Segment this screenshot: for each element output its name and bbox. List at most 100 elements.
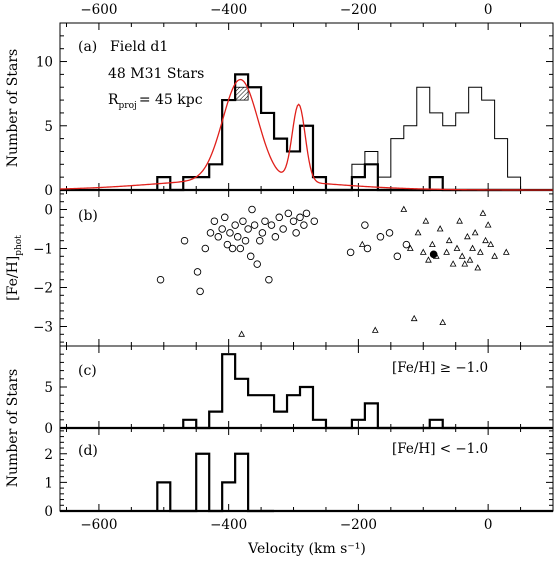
mw-point bbox=[474, 264, 482, 271]
x-tick-label: −400 bbox=[210, 517, 247, 533]
panel-a-star-count: 48 M31 Stars bbox=[108, 66, 204, 82]
mw-point bbox=[358, 240, 366, 247]
m31-point bbox=[361, 221, 369, 229]
top-x-tick-label: −600 bbox=[80, 2, 117, 18]
m31-point bbox=[233, 233, 242, 241]
m31-point bbox=[363, 244, 372, 253]
m31-point bbox=[218, 225, 226, 233]
m31-point bbox=[292, 229, 300, 237]
m31-point bbox=[289, 217, 298, 225]
m31-point bbox=[241, 236, 250, 245]
m31-point bbox=[265, 275, 273, 284]
m31-point bbox=[250, 221, 259, 229]
m31-point bbox=[228, 244, 237, 253]
m31-point bbox=[236, 244, 245, 253]
panel-a-y-axis-label: Number of Stars bbox=[5, 49, 21, 167]
m31-point bbox=[210, 217, 219, 225]
mw-point bbox=[419, 248, 427, 255]
axis-tick-labels: −600 −400 −200 0 −600 −400 −200 0 0 5 10 0 −1 −2 −3 0 5 0… bbox=[33, 2, 492, 533]
m31-point bbox=[267, 221, 276, 229]
m31-point bbox=[275, 213, 284, 222]
panel-b-label: (b) bbox=[78, 208, 98, 224]
y-tick-label: 0 bbox=[44, 203, 53, 219]
m31-point bbox=[248, 205, 256, 214]
m31-point bbox=[196, 287, 204, 296]
panel-a-rproj: Rproj = 45 kpc bbox=[108, 92, 203, 111]
mw-point bbox=[484, 221, 492, 228]
m31-point bbox=[239, 217, 247, 225]
panel-c-plot bbox=[60, 353, 553, 430]
panel-b-y-axis-label: [Fe/H]phot bbox=[5, 235, 24, 301]
m31-point bbox=[244, 225, 252, 233]
m31-point bbox=[296, 213, 304, 222]
y-tick-label: 5 bbox=[44, 119, 53, 135]
mw-point bbox=[436, 225, 444, 232]
y-tick-label: −2 bbox=[33, 281, 53, 297]
mw-point bbox=[425, 256, 432, 263]
y-tick-label: 1 bbox=[44, 475, 53, 491]
mw-point bbox=[414, 229, 422, 236]
mw-point bbox=[400, 205, 408, 212]
mw-point bbox=[487, 240, 495, 247]
mw-point bbox=[458, 252, 466, 259]
panel-a-plot bbox=[59, 73, 554, 192]
gaussian-fit-curve bbox=[59, 78, 554, 191]
m31-point bbox=[261, 217, 269, 225]
m31-point bbox=[258, 229, 267, 237]
panel-c-label: (c) bbox=[78, 363, 97, 379]
filled-point bbox=[429, 250, 438, 259]
m31-point bbox=[201, 244, 210, 253]
mw-point bbox=[456, 217, 463, 224]
panel-d-label: (d) bbox=[78, 443, 98, 459]
panel-d-selection: [Fe/H] < −1.0 bbox=[392, 441, 488, 457]
mw-point bbox=[502, 248, 510, 255]
panel-a-label: (a) bbox=[78, 39, 97, 55]
panel-a-title: Field d1 bbox=[110, 39, 168, 55]
y-tick-label: 5 bbox=[44, 380, 53, 396]
m31-point bbox=[279, 225, 287, 233]
mw-point bbox=[422, 217, 430, 224]
m31-point bbox=[193, 268, 202, 276]
panel-d-plot bbox=[60, 452, 553, 513]
m31-point bbox=[226, 229, 234, 237]
mw-point bbox=[443, 248, 450, 255]
mw-point bbox=[428, 240, 436, 247]
m31-point bbox=[302, 209, 311, 218]
mw-point bbox=[410, 314, 418, 322]
mw-point bbox=[439, 318, 447, 325]
m31-point bbox=[346, 248, 355, 257]
panels-cd-y-axis-label: Number of Stars bbox=[5, 369, 21, 487]
panel-c-selection: [Fe/H] ≥ −1.0 bbox=[392, 360, 488, 376]
m31-histogram bbox=[156, 73, 521, 192]
m31-point bbox=[393, 252, 402, 261]
m31-point bbox=[402, 240, 411, 249]
m31-point bbox=[180, 236, 189, 245]
m31-point bbox=[221, 213, 229, 222]
top-x-tick-label: 0 bbox=[484, 2, 493, 18]
mw-point bbox=[461, 260, 469, 267]
y-tick-label: 2 bbox=[44, 447, 53, 463]
panel-b-plot bbox=[156, 205, 510, 337]
m31-point bbox=[300, 221, 308, 229]
m31-point bbox=[246, 252, 255, 261]
y-tick-label: 10 bbox=[36, 55, 53, 71]
mw-point bbox=[469, 244, 476, 251]
m31-point bbox=[256, 236, 264, 245]
y-tick-label: −3 bbox=[33, 320, 53, 336]
x-tick-label: −200 bbox=[340, 517, 377, 533]
m31-point bbox=[156, 275, 165, 284]
m31-point bbox=[271, 233, 280, 241]
mw-point bbox=[371, 326, 379, 333]
m31-point bbox=[310, 217, 319, 225]
mw-point bbox=[471, 229, 479, 236]
x-tick-label: −600 bbox=[80, 517, 117, 533]
m31-point bbox=[214, 233, 223, 241]
mw-point bbox=[453, 244, 461, 251]
y-tick-label: 0 bbox=[44, 183, 53, 199]
mw-point bbox=[449, 260, 457, 267]
mw-point bbox=[482, 236, 489, 244]
top-x-tick-label: −400 bbox=[210, 2, 247, 18]
mw-point bbox=[238, 330, 246, 337]
m31-point bbox=[376, 233, 385, 241]
